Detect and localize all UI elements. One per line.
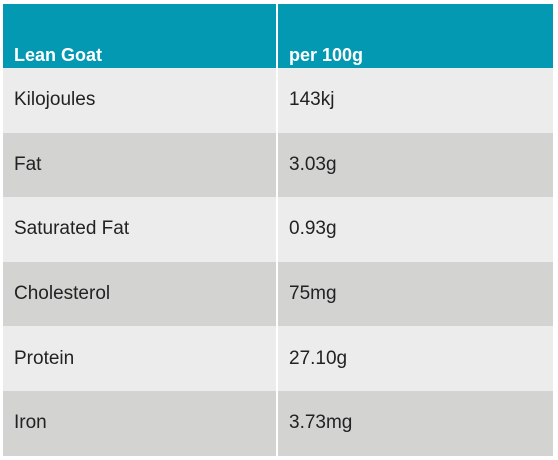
nutrient-name: Fat [3,132,278,198]
nutrient-value: 27.10g [277,326,553,391]
table-row: Kilojoules 143kj [3,68,553,133]
nutrient-name: Iron [3,390,278,456]
nutrient-value: 143kj [277,68,553,133]
table-header-row: Lean Goat per 100g [3,4,553,68]
table-row: Saturated Fat 0.93g [3,197,553,262]
nutrient-name: Cholesterol [3,261,278,327]
header-item: Lean Goat [3,4,278,68]
table-row: Cholesterol 75mg [3,261,553,327]
nutrient-name: Saturated Fat [3,197,278,262]
nutrient-value: 3.73mg [277,390,553,456]
nutrient-value: 3.03g [277,132,553,198]
table-row: Protein 27.10g [3,326,553,391]
nutrient-name: Protein [3,326,278,391]
header-amount: per 100g [277,4,553,68]
table-row: Fat 3.03g [3,132,553,198]
nutrient-name: Kilojoules [3,68,278,133]
nutrition-table-container: Lean Goat per 100g Kilojoules 143kj Fat … [3,4,553,456]
nutrient-value: 0.93g [277,197,553,262]
nutrition-table: Lean Goat per 100g Kilojoules 143kj Fat … [3,4,553,456]
nutrient-value: 75mg [277,261,553,327]
table-row: Iron 3.73mg [3,390,553,456]
